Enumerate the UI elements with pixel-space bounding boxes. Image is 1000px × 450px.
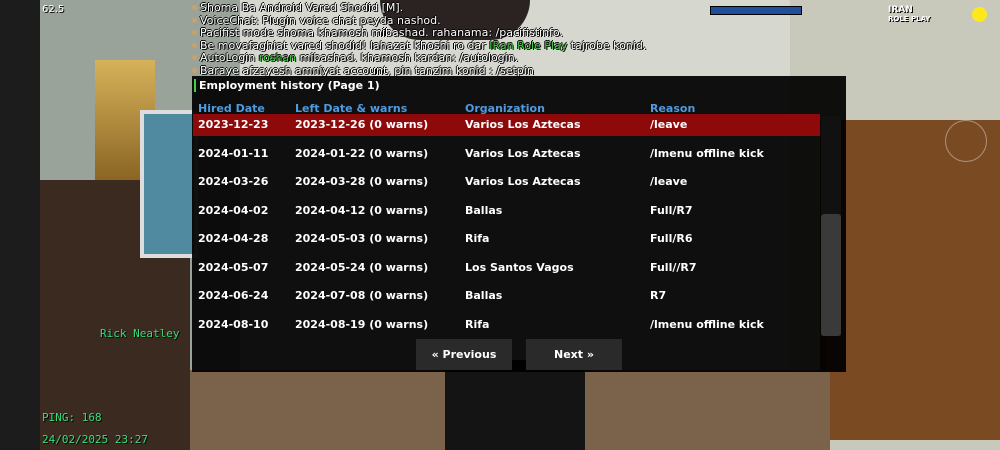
chat-segment: roshan <box>258 51 297 65</box>
list-cell: 2024-01-22 (0 warns) <box>295 146 429 160</box>
column-header: Organization <box>465 102 545 115</box>
list-row[interactable]: 2024-03-26 2024-03-28 (0 warns) Varios Los… <box>193 171 820 193</box>
list-row[interactable]: 2024-01-11 2024-01-22 (0 warns) Varios Los… <box>193 143 820 165</box>
logo-top: IRAN <box>888 5 913 15</box>
chat-segment: Pacifist mode shoma khamosh mibashad. ra… <box>200 26 563 40</box>
list-cell: 2024-04-02 <box>198 203 269 217</box>
list-cell: 2024-01-11 <box>198 146 269 160</box>
screen-edge <box>0 0 40 450</box>
list-cell: Los Santos Vagos <box>465 260 574 274</box>
dialog: Employment history (Page 1) 2023-12-23 20… <box>192 76 846 372</box>
list-cell: 2024-04-28 <box>198 232 269 245</box>
picture <box>140 110 198 258</box>
list-cell: /leave <box>650 118 688 131</box>
column-header: Hired Date <box>198 102 265 115</box>
list-cell: Full//R7 <box>650 260 697 274</box>
touch-button[interactable] <box>945 120 987 162</box>
chat-line: AutoLogin roshan mibashad. khamosh karda… <box>191 51 519 65</box>
player-tag: Rick Neatley <box>100 327 180 340</box>
list-cell: Full/R7 <box>650 203 693 217</box>
dialog-title: Employment history (Page 1) <box>194 79 380 92</box>
list-cell: 2024-04-12 (0 warns) <box>295 203 429 217</box>
list-cell: Varios Los Aztecas <box>465 175 581 188</box>
logo: IRAN ROLE PLAY <box>888 6 930 24</box>
list-cell: /leave <box>650 175 688 188</box>
datetime: 24/02/2025 23:27 <box>42 433 148 446</box>
ping: PING: 168 <box>42 411 102 424</box>
list-cell: 2024-05-03 (0 warns) <box>295 232 429 245</box>
list-cell: 2024-08-19 (0 warns) <box>295 317 429 331</box>
chat-segment: Be movafaghiat vared shodid! lahazat kho… <box>200 38 490 52</box>
list-row[interactable]: 2024-06-24 2024-07-08 (0 warns) Ballas R7 <box>193 285 820 307</box>
list-cell: 2024-03-26 <box>198 175 269 188</box>
list-row[interactable]: 2024-05-07 2024-05-24 (0 warns) Los Santos… <box>193 257 820 279</box>
chat-segment: mibashad. khamosh kardan: /autologin. <box>296 51 519 65</box>
list-row[interactable]: 2023-12-23 2023-12-26 (0 warns) Varios Los… <box>193 114 820 136</box>
scrollbar-thumb[interactable] <box>821 214 841 336</box>
list-cell: Rifa <box>465 232 490 245</box>
list-cell: Full/R6 <box>650 232 693 245</box>
chat-segment: Shoma Ba Android Vared Shodid [M]. <box>200 1 404 14</box>
list-cell: /lmenu offline kick <box>650 146 764 160</box>
list-cell: 2024-05-07 <box>198 260 269 274</box>
list-cell: Varios Los Aztecas <box>465 118 581 131</box>
list-row[interactable]: 2024-08-10 2024-08-19 (0 warns) Rifa/lmenu… <box>193 314 820 336</box>
list-cell: 2024-05-24 (0 warns) <box>295 260 429 274</box>
chat-segment: tajrobe konid. <box>567 38 647 52</box>
chat-segment: Baraye afzayesh amniyat account, pin tan… <box>200 64 534 77</box>
list-cell: 2024-06-24 <box>198 289 269 302</box>
column-header: Left Date & warns <box>295 102 408 115</box>
fps: 62.5 <box>42 4 65 15</box>
next-button[interactable]: Next » <box>526 339 622 370</box>
chat-line: VoiceChat: Plugin voice chat peyda nasho… <box>192 13 441 27</box>
list-cell: 2024-07-08 (0 warns) <box>295 289 429 302</box>
chat-line: Baraye afzayesh amniyat account, pin tan… <box>192 64 534 77</box>
chat-line: Be movafaghiat vared shodid! lahazat kho… <box>191 38 647 52</box>
column-header: Reason <box>650 102 696 115</box>
list-row[interactable]: 2024-04-28 2024-05-03 (0 warns) Rifa Full/R… <box>193 228 820 250</box>
list-cell: Rifa <box>465 317 490 331</box>
chat-segment: VoiceChat: Plugin voice chat peyda nasho… <box>200 13 441 27</box>
list-cell: 2023-12-23 <box>198 118 269 131</box>
list-cell: 2024-03-28 (0 warns) <box>295 175 429 188</box>
list-cell: Ballas <box>465 289 503 302</box>
list-cell: 2023-12-26 (0 warns) <box>295 118 429 131</box>
list-cell: Varios Los Aztecas <box>465 146 581 160</box>
list-row[interactable]: 2024-04-02 2024-04-12 (0 warns) Ballas Full… <box>193 200 820 222</box>
list-cell: /lmenu offline kick <box>650 317 764 331</box>
status-icon <box>972 7 987 22</box>
health-bar <box>710 6 802 15</box>
chat-line: Shoma Ba Android Vared Shodid [M]. <box>191 1 404 14</box>
cabinet <box>820 120 1000 440</box>
list-cell: R7 <box>650 289 667 302</box>
chat-segment: IRan Role Play <box>489 38 568 52</box>
previous-button[interactable]: « Previous <box>416 339 512 370</box>
ceiling-lamp <box>380 0 530 40</box>
chat-segment: AutoLogin <box>200 51 259 65</box>
list-cell: Ballas <box>465 203 503 217</box>
list-cell: 2024-08-10 <box>198 317 269 331</box>
player-character <box>445 360 585 450</box>
chat-line: Pacifist mode shoma khamosh mibashad. ra… <box>192 26 563 40</box>
logo-bottom: ROLE PLAY <box>888 15 931 23</box>
